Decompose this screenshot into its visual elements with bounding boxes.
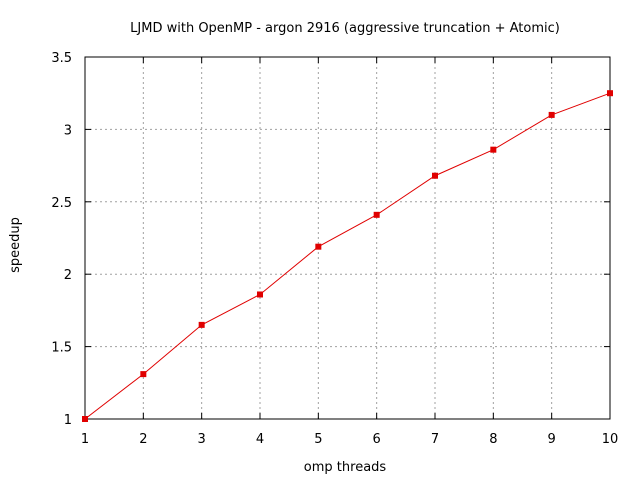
grid-lines (85, 57, 610, 419)
data-point (82, 416, 88, 422)
y-axis-label: speedup (8, 217, 23, 273)
x-tick-label: 9 (548, 432, 556, 447)
y-tick-label: 1 (64, 413, 72, 428)
x-tick-label: 10 (602, 432, 619, 447)
x-tick-label: 8 (489, 432, 497, 447)
data-point (315, 243, 322, 250)
y-tick-label: 3.5 (51, 51, 72, 66)
x-tick-label: 4 (256, 432, 264, 447)
y-tick-label: 1.5 (51, 341, 72, 356)
data-point (140, 371, 147, 378)
chart-title: LJMD with OpenMP - argon 2916 (aggressiv… (130, 21, 560, 36)
data-point (607, 90, 613, 97)
data-point (257, 291, 263, 298)
y-tick-label: 3 (64, 123, 72, 138)
y-tick-label: 2 (64, 268, 72, 283)
x-tick-labels: 1 2 3 4 5 6 7 8 9 10 (81, 432, 618, 447)
x-tick-label: 7 (431, 432, 439, 447)
x-tick-label: 6 (373, 432, 381, 447)
series-layer (82, 90, 613, 422)
x-tick-label: 3 (198, 432, 206, 447)
axis-ticks (84, 56, 611, 420)
data-point (373, 211, 380, 218)
x-tick-label: 2 (139, 432, 147, 447)
y-tick-label: 2.5 (51, 196, 72, 211)
x-tick-label: 1 (81, 432, 89, 447)
data-point (548, 111, 555, 118)
series-line (84, 92, 611, 420)
x-axis-label: omp threads (304, 460, 387, 475)
data-point (432, 172, 438, 179)
y-tick-labels: 1 1.5 2 2.5 3 3.5 (51, 51, 72, 428)
data-point (198, 321, 205, 328)
data-point (490, 146, 497, 153)
x-tick-label: 5 (314, 432, 322, 447)
plot-frame (84, 56, 611, 420)
